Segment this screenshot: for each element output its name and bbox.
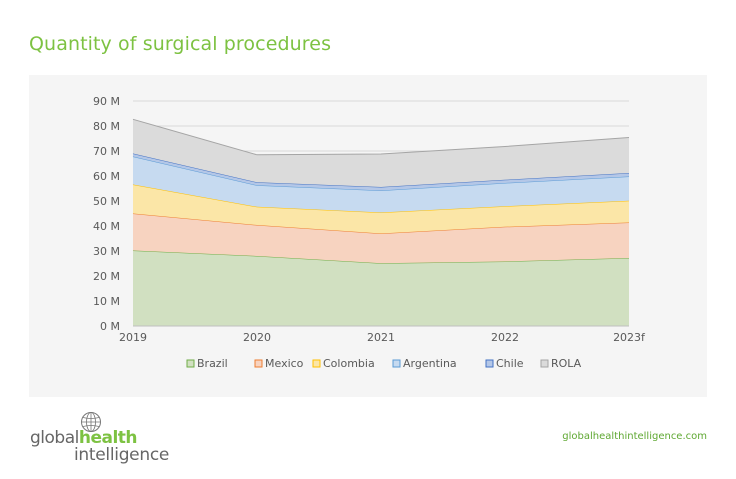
- legend-label-colombia: Colombia: [323, 357, 375, 370]
- area-argentina: [133, 156, 629, 213]
- y-tick-label: 20 M: [93, 270, 120, 283]
- area-brazil: [133, 250, 629, 326]
- y-tick-label: 30 M: [93, 245, 120, 258]
- legend-swatch-rola: [540, 359, 549, 368]
- y-tick-label: 80 M: [93, 120, 120, 133]
- y-tick-label: 90 M: [93, 95, 120, 108]
- legend-label-brazil: Brazil: [197, 357, 228, 370]
- chart-title: Quantity of surgical procedures: [29, 33, 332, 55]
- x-tick-label: 2019: [119, 331, 147, 344]
- y-tick-label: 70 M: [93, 145, 120, 158]
- legend-swatch-colombia: [312, 359, 321, 368]
- chart-panel: 0 M 10 M 20 M 30 M 40 M 50 M 60 M 70 M 80 M 90 M 2…: [29, 75, 707, 397]
- legend-label-rola: ROLA: [551, 357, 582, 370]
- legend-swatch-argentina: [392, 359, 401, 368]
- y-tick-label: 50 M: [93, 195, 120, 208]
- legend-label-argentina: Argentina: [403, 357, 457, 370]
- logo-first-line: globalhealth: [30, 428, 138, 448]
- logo-second-line: intelligence: [74, 445, 170, 465]
- area-rola: [133, 119, 629, 187]
- global-health-intelligence-logo: globalhealth intelligence: [30, 411, 180, 467]
- y-tick-label: 10 M: [93, 295, 120, 308]
- area-chile: [133, 153, 629, 191]
- stacked-area-chart: 0 M 10 M 20 M 30 M 40 M 50 M 60 M 70 M 80 M 90 M 2…: [93, 95, 646, 370]
- x-tick-label: 2021: [367, 331, 395, 344]
- legend-label-mexico: Mexico: [265, 357, 304, 370]
- x-tick-label: 2020: [243, 331, 271, 344]
- legend-label-chile: Chile: [496, 357, 524, 370]
- y-tick-label: 40 M: [93, 220, 120, 233]
- globe-icon: [81, 412, 101, 432]
- legend-swatch-brazil: [186, 359, 195, 368]
- y-tick-label: 60 M: [93, 170, 120, 183]
- logo-prefix: global: [30, 428, 79, 448]
- area-colombia: [133, 184, 629, 234]
- x-tick-label: 2022: [491, 331, 519, 344]
- y-tick-label: 0 M: [100, 320, 120, 333]
- area-mexico: [133, 213, 629, 264]
- area-edge-rola: [132, 118, 630, 156]
- legend-swatch-chile: [485, 359, 494, 368]
- footer-url[interactable]: globalhealthintelligence.com: [562, 431, 707, 442]
- x-tick-label: 2023f: [613, 331, 646, 344]
- legend-swatch-mexico: [254, 359, 263, 368]
- logo-emphasis: health: [78, 428, 138, 448]
